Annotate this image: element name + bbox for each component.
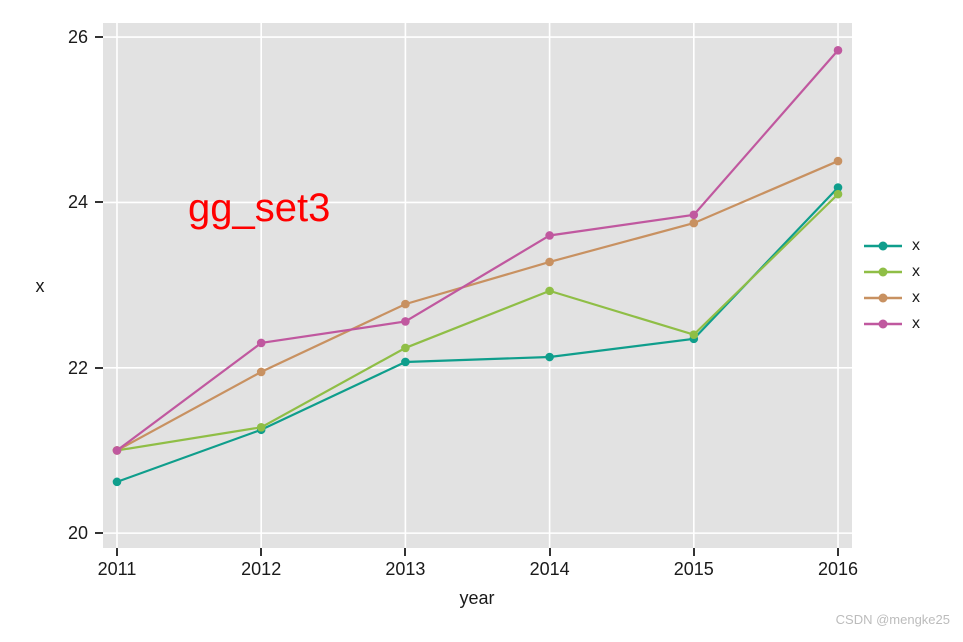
- x-tick-label: 2013: [385, 559, 426, 579]
- plot-area-svg: [103, 23, 852, 548]
- legend-key-icon: [864, 293, 902, 303]
- legend-label: x: [912, 263, 920, 280]
- data-point: [689, 330, 699, 339]
- series-line: [116, 49, 839, 452]
- data-point: [833, 156, 843, 166]
- series-line: [116, 160, 839, 452]
- y-axis-title: x: [35, 276, 45, 296]
- y-tick-label: 26: [67, 27, 88, 48]
- x-tick-label: 2016: [817, 559, 859, 579]
- legend-entry: x: [864, 311, 920, 337]
- data-point: [689, 210, 699, 220]
- data-point: [545, 352, 554, 362]
- x-tick-mark: [404, 548, 407, 556]
- data-point: [112, 477, 122, 487]
- legend-label: x: [912, 237, 920, 254]
- data-point: [401, 299, 410, 309]
- legend-entry: x: [864, 285, 920, 311]
- x-tick-mark: [548, 548, 551, 556]
- legend-label: x: [912, 315, 920, 332]
- y-tick-mark: [95, 36, 103, 39]
- data-point: [689, 218, 699, 228]
- y-tick-label: 20: [67, 523, 88, 544]
- data-point: [545, 257, 554, 267]
- data-point: [256, 422, 266, 432]
- series-line: [116, 193, 839, 452]
- legend-label: x: [912, 289, 920, 306]
- data-point: [833, 183, 843, 192]
- data-point: [401, 357, 410, 367]
- data-point: [545, 231, 554, 240]
- y-tick-mark: [95, 366, 103, 369]
- annotation-text: gg_set3: [188, 186, 331, 230]
- x-tick-mark: [837, 548, 839, 556]
- legend-entry: x: [864, 259, 920, 285]
- data-point: [833, 45, 843, 55]
- x-tick-label: 2011: [97, 559, 137, 579]
- y-tick-mark: [95, 532, 103, 535]
- legend-entry: x: [864, 233, 920, 259]
- legend-key-icon: [864, 267, 902, 277]
- data-point: [401, 343, 410, 353]
- series-line: [116, 186, 839, 483]
- data-point: [256, 367, 266, 377]
- x-tick-label: 2012: [241, 559, 282, 579]
- x-tick-mark: [692, 548, 695, 556]
- data-point: [256, 338, 266, 348]
- data-point: [112, 446, 122, 455]
- data-point: [545, 286, 554, 296]
- legend-key-icon: [864, 241, 902, 251]
- data-point: [401, 317, 410, 326]
- legend-key-icon: [864, 319, 902, 329]
- x-tick-label: 2015: [673, 559, 714, 579]
- data-point: [833, 189, 843, 199]
- plot-panel: [103, 23, 852, 548]
- x-axis-title: year: [459, 588, 495, 608]
- y-tick-mark: [95, 201, 103, 204]
- x-tick-label: 2014: [529, 559, 570, 579]
- watermark: CSDN @mengke25: [835, 612, 950, 627]
- x-tick-mark: [115, 548, 118, 556]
- y-tick-label: 24: [67, 192, 88, 213]
- y-tick-label: 22: [67, 357, 88, 378]
- x-tick-mark: [260, 548, 263, 556]
